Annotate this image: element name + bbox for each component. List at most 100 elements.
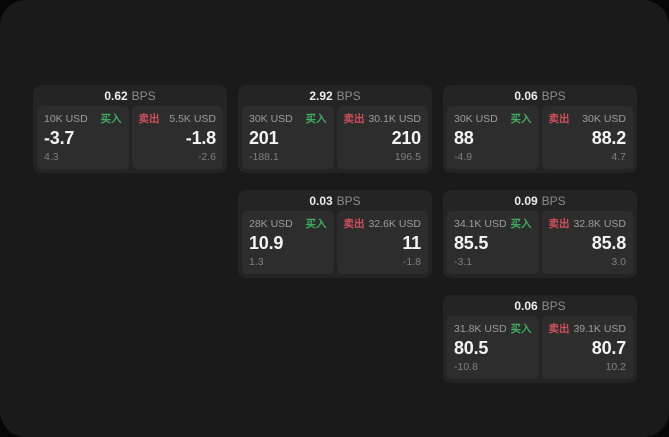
spread-unit: BPS — [336, 193, 361, 208]
sell-label: 卖出 — [138, 113, 160, 125]
sell-meta-row: 卖出 39.1K USD — [549, 323, 627, 335]
buy-change: -188.1 — [249, 150, 279, 163]
sell-meta-row: 卖出 5.5K USD — [139, 113, 217, 125]
sell-meta-row: 卖出 32.6K USD — [344, 218, 422, 230]
buy-label: 买入 — [100, 113, 122, 125]
quote-card: 2.92 BPS 30K USD 买入 201 -188.1 卖出 30.1K … — [238, 85, 432, 173]
buy-panel[interactable]: 34.1K USD 买入 85.5 -3.1 — [447, 211, 539, 274]
spread-value: 2.92 — [309, 88, 333, 103]
buy-change: -10.8 — [454, 360, 478, 373]
spread-value: 0.09 — [514, 193, 538, 208]
spread-unit: BPS — [541, 298, 566, 313]
sell-meta-row: 卖出 32.8K USD — [549, 218, 627, 230]
card-header: 0.62 BPS — [37, 85, 223, 106]
buy-change: 1.3 — [249, 255, 264, 268]
buy-meta-row: 34.1K USD 买入 — [454, 218, 532, 230]
sell-change: 3.0 — [611, 255, 626, 268]
spread-value: 0.03 — [309, 193, 333, 208]
card-body: 30K USD 买入 88 -4.9 卖出 30K USD 88.2 4.7 — [447, 106, 633, 169]
sell-label: 卖出 — [548, 113, 570, 125]
buy-price: 88 — [454, 127, 474, 148]
card-header: 0.09 BPS — [447, 190, 633, 211]
buy-label: 买入 — [305, 113, 327, 125]
card-header: 2.92 BPS — [242, 85, 428, 106]
quote-card: 0.09 BPS 34.1K USD 买入 85.5 -3.1 卖出 32.8K… — [443, 190, 637, 278]
buy-change: -4.9 — [454, 150, 473, 163]
sell-notional: 32.6K USD — [368, 218, 421, 230]
buy-panel[interactable]: 30K USD 买入 201 -188.1 — [242, 106, 334, 169]
quote-card: 0.06 BPS 31.8K USD 买入 80.5 -10.8 卖出 39.1… — [443, 295, 637, 383]
buy-label: 买入 — [305, 218, 327, 230]
sell-panel[interactable]: 卖出 30.1K USD 210 196.5 — [336, 106, 428, 169]
card-body: 30K USD 买入 201 -188.1 卖出 30.1K USD 210 1… — [242, 106, 428, 169]
sell-price: 11 — [402, 232, 421, 253]
quote-card: 0.62 BPS 10K USD 买入 -3.7 4.3 卖出 5.5K USD — [33, 85, 227, 173]
card-header: 0.06 BPS — [447, 85, 633, 106]
sell-notional: 30.1K USD — [368, 113, 421, 125]
sell-panel[interactable]: 卖出 30K USD 88.2 4.7 — [541, 106, 633, 169]
buy-meta-row: 30K USD 买入 — [249, 113, 327, 125]
buy-price: 80.5 — [454, 337, 489, 358]
spread-unit: BPS — [541, 88, 566, 103]
sell-price: -1.8 — [185, 127, 216, 148]
buy-price: -3.7 — [44, 127, 75, 148]
quote-cards-grid: 0.62 BPS 10K USD 买入 -3.7 4.3 卖出 5.5K USD — [33, 85, 637, 383]
sell-panel[interactable]: 卖出 5.5K USD -1.8 -2.6 — [131, 106, 223, 169]
buy-label: 买入 — [510, 113, 532, 125]
buy-meta-row: 10K USD 买入 — [44, 113, 122, 125]
buy-meta-row: 28K USD 买入 — [249, 218, 327, 230]
quote-card: 0.06 BPS 30K USD 买入 88 -4.9 卖出 30K USD — [443, 85, 637, 173]
card-header: 0.03 BPS — [242, 190, 428, 211]
sell-price: 80.7 — [591, 337, 626, 358]
quote-card: 0.03 BPS 28K USD 买入 10.9 1.3 卖出 32.6K US… — [238, 190, 432, 278]
sell-price: 210 — [391, 127, 422, 148]
sell-change: 4.7 — [611, 150, 626, 163]
sell-panel[interactable]: 卖出 32.8K USD 85.8 3.0 — [541, 211, 633, 274]
sell-notional: 39.1K USD — [573, 323, 626, 335]
card-body: 10K USD 买入 -3.7 4.3 卖出 5.5K USD -1.8 -2.… — [37, 106, 223, 169]
buy-label: 买入 — [510, 323, 532, 335]
buy-panel[interactable]: 31.8K USD 买入 80.5 -10.8 — [447, 316, 539, 379]
card-body: 34.1K USD 买入 85.5 -3.1 卖出 32.8K USD 85.8… — [447, 211, 633, 274]
sell-label: 卖出 — [343, 113, 365, 125]
sell-panel[interactable]: 卖出 32.6K USD 11 -1.8 — [336, 211, 428, 274]
spread-unit: BPS — [541, 193, 566, 208]
sell-meta-row: 卖出 30K USD — [549, 113, 627, 125]
sell-notional: 5.5K USD — [169, 113, 216, 125]
spread-value: 0.06 — [514, 298, 538, 313]
buy-price: 85.5 — [454, 232, 489, 253]
buy-meta-row: 30K USD 买入 — [454, 113, 532, 125]
buy-notional: 28K USD — [249, 218, 293, 230]
sell-label: 卖出 — [548, 218, 570, 230]
buy-change: -3.1 — [454, 255, 473, 268]
card-body: 28K USD 买入 10.9 1.3 卖出 32.6K USD 11 -1.8 — [242, 211, 428, 274]
buy-notional: 31.8K USD — [454, 323, 507, 335]
sell-change: -2.6 — [197, 150, 216, 163]
buy-panel[interactable]: 30K USD 买入 88 -4.9 — [447, 106, 539, 169]
spread-value: 0.06 — [514, 88, 538, 103]
buy-price: 201 — [249, 127, 279, 148]
spread-value: 0.62 — [104, 88, 128, 103]
buy-price: 10.9 — [249, 232, 284, 253]
sell-price: 85.8 — [591, 232, 626, 253]
buy-panel[interactable]: 10K USD 买入 -3.7 4.3 — [37, 106, 129, 169]
buy-panel[interactable]: 28K USD 买入 10.9 1.3 — [242, 211, 334, 274]
buy-notional: 30K USD — [454, 113, 498, 125]
buy-label: 买入 — [510, 218, 532, 230]
sell-notional: 32.8K USD — [573, 218, 626, 230]
sell-notional: 30K USD — [582, 113, 626, 125]
buy-meta-row: 31.8K USD 买入 — [454, 323, 532, 335]
sell-label: 卖出 — [343, 218, 365, 230]
card-header: 0.06 BPS — [447, 295, 633, 316]
sell-meta-row: 卖出 30.1K USD — [344, 113, 422, 125]
buy-notional: 10K USD — [44, 113, 88, 125]
sell-change: -1.8 — [402, 255, 421, 268]
sell-change: 196.5 — [394, 150, 421, 163]
sell-change: 10.2 — [605, 360, 626, 373]
sell-price: 88.2 — [591, 127, 626, 148]
buy-notional: 34.1K USD — [454, 218, 507, 230]
sell-label: 卖出 — [548, 323, 570, 335]
card-body: 31.8K USD 买入 80.5 -10.8 卖出 39.1K USD 80.… — [447, 316, 633, 379]
sell-panel[interactable]: 卖出 39.1K USD 80.7 10.2 — [541, 316, 633, 379]
